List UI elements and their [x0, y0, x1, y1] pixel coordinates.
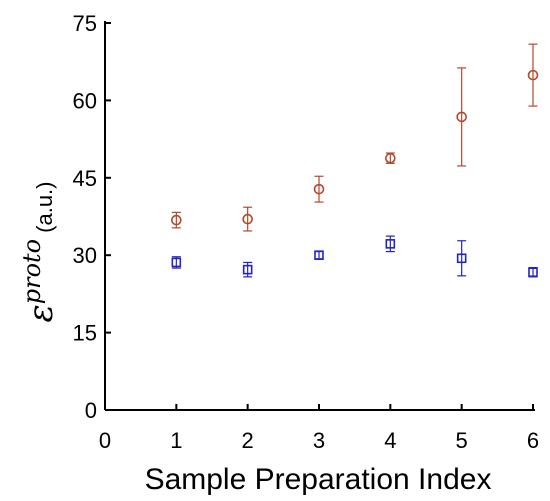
y-tick-label: 60: [73, 88, 97, 113]
error-bar: [528, 43, 538, 107]
data-point: [527, 69, 539, 81]
x-tick-label: 2: [242, 428, 254, 453]
x-tick-label: 0: [99, 428, 111, 453]
x-tick-label: 1: [170, 428, 182, 453]
y-tick-label: 30: [73, 243, 97, 268]
data-point: [242, 213, 253, 225]
data-point: [313, 183, 325, 195]
data-point: [456, 253, 467, 264]
y-axis-title: εproto (a.u.): [18, 182, 61, 323]
data-point: [171, 214, 182, 226]
x-tick-label: 5: [456, 428, 468, 453]
y-ticks: 0 15 30 45 60 75: [73, 11, 111, 423]
error-bar: [171, 211, 181, 229]
error-bar: [385, 235, 395, 253]
y-axis-superscript: proto: [18, 239, 46, 304]
y-axis-unit: (a.u.): [32, 182, 57, 233]
x-ticks: 0 1 2 3 4 5 6: [99, 404, 539, 453]
error-bar: [243, 206, 253, 232]
data-point: [314, 250, 324, 260]
x-axis-title: Sample Preparation Index: [145, 463, 492, 496]
data-point: [171, 257, 182, 268]
x-tick-label: 4: [384, 428, 396, 453]
data-point: [242, 264, 253, 275]
data-point: [528, 267, 538, 278]
series-1: [171, 43, 539, 232]
data-point: [385, 152, 396, 164]
error-bar: [457, 67, 467, 167]
error-bar: [314, 175, 324, 203]
series-2: [171, 235, 538, 278]
y-tick-label: 15: [73, 321, 97, 346]
y-tick-label: 0: [85, 398, 97, 423]
error-bar: [457, 240, 467, 277]
data-point: [456, 111, 467, 123]
y-axis-symbol: ε: [21, 304, 61, 322]
y-tick-label: 75: [73, 11, 97, 36]
series-layer: [171, 43, 539, 278]
error-bar: [314, 250, 324, 260]
y-tick-label: 45: [73, 166, 97, 191]
svg-text:εproto(a.u.): εproto (a.u.): [18, 182, 61, 323]
error-bar: [243, 261, 253, 278]
axes: [104, 21, 535, 411]
data-point: [385, 239, 396, 249]
x-tick-label: 3: [313, 428, 325, 453]
x-tick-label: 6: [527, 428, 539, 453]
